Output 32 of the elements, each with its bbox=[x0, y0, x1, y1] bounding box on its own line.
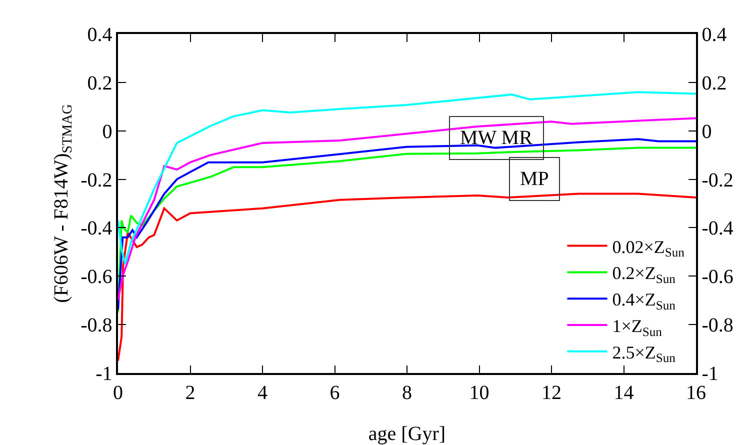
y2-tick-label: -0.4 bbox=[702, 218, 734, 240]
x-tick-label: 4 bbox=[258, 382, 268, 404]
y-tick-label: -0.4 bbox=[80, 218, 112, 240]
y-tick-label: -1 bbox=[96, 363, 112, 385]
x-tick-label: 12 bbox=[542, 382, 562, 404]
legend-label: 1×Z$_{Sun}$ bbox=[612, 316, 663, 339]
y2-tick-label: 0 bbox=[702, 120, 712, 143]
y-tick-label: -0.8 bbox=[80, 314, 112, 337]
y2-tick-label: -0.8 bbox=[702, 314, 734, 337]
legend-label: 0.2×Z$_{Sun}$ bbox=[612, 263, 676, 286]
x-tick-label: 10 bbox=[469, 382, 490, 404]
y2-tick-label: -0.6 bbox=[702, 266, 734, 288]
annotation: MW MR bbox=[460, 127, 534, 149]
y-tick-label: 0 bbox=[102, 120, 112, 143]
y-tick-label: -0.2 bbox=[80, 169, 112, 192]
y2-tick-label: -0.2 bbox=[702, 169, 734, 192]
legend-label: 0.02×Z$_{Sun}$ bbox=[612, 236, 686, 260]
x-tick-label: 14 bbox=[614, 382, 634, 404]
x-axis-title: age [Gyr] bbox=[368, 423, 446, 445]
y-tick-label: 0.4 bbox=[87, 24, 112, 46]
y2-tick-label: 0.4 bbox=[702, 24, 727, 46]
x-tick-label: 6 bbox=[330, 382, 340, 404]
annotation: MP bbox=[520, 168, 549, 190]
y2-tick-label: 0.2 bbox=[702, 72, 727, 94]
line-series bbox=[118, 91, 696, 266]
x-tick-label: 2 bbox=[185, 382, 196, 404]
line-series bbox=[118, 192, 696, 362]
y-tick-label: 0.2 bbox=[87, 72, 112, 94]
legend-label: 2.5×Z$_{Sun}$ bbox=[612, 342, 676, 366]
y-tick-label: -0.6 bbox=[80, 266, 112, 288]
x-tick-label: 8 bbox=[402, 382, 412, 404]
legend-label: 0.4×Z$_{Sun}$ bbox=[612, 290, 676, 312]
